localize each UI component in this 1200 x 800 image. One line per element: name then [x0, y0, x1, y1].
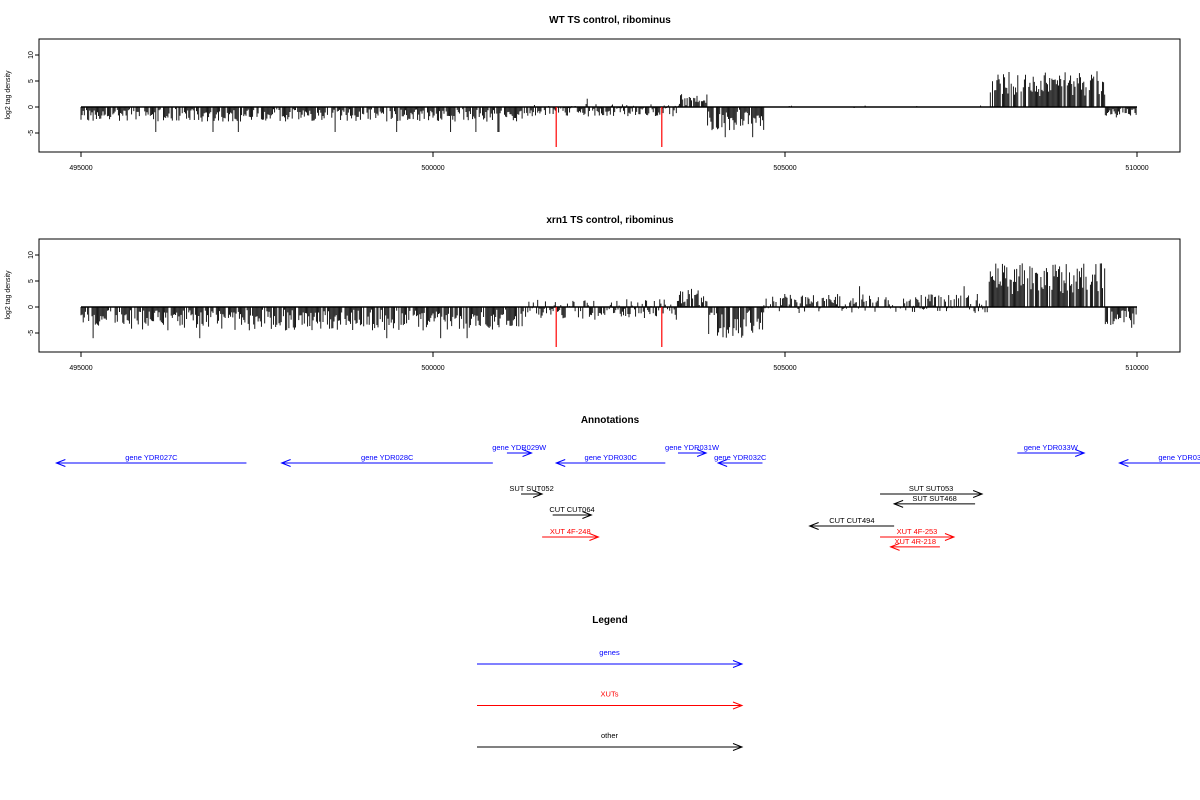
x-axis: 495000 500000 505000 510000 — [69, 152, 1149, 172]
feature-arrowhead — [944, 533, 956, 541]
legend-item-gene: genes — [477, 648, 744, 668]
annotation-gene: gene YDR032C — [714, 453, 767, 467]
annotation-features: gene YDR027C gene YDR028C gene YDR029W gene… — [54, 443, 1200, 551]
feature-arrowhead — [522, 449, 533, 457]
y-tick-label: 5 — [28, 79, 35, 83]
annotation-gene: gene YDR027C — [54, 453, 247, 467]
plot-frame — [38, 38, 1181, 153]
y-tick-label: 0 — [28, 305, 35, 309]
feature-arrowhead — [889, 542, 900, 551]
annotation-gene: gene YDR030C — [554, 453, 666, 467]
annotation-xut: XUT 4R-218 — [889, 537, 940, 551]
position-markers — [555, 107, 663, 147]
x-tick-label: 500000 — [421, 165, 444, 172]
legend-panel: Legend genes XUTs other — [477, 615, 744, 751]
y-tick-label: 0 — [28, 105, 35, 109]
y-axis: 10 5 0 -5 — [28, 251, 39, 336]
feature-label: XUT 4F-248 — [550, 527, 591, 536]
feature-label: gene YDR027C — [125, 453, 178, 462]
x-tick-label: 505000 — [773, 365, 796, 372]
signal-bars — [80, 263, 1137, 339]
y-axis: 10 5 0 -5 — [28, 51, 39, 136]
feature-arrowhead — [696, 449, 708, 457]
legend-title: Legend — [592, 615, 628, 626]
plot-frame — [38, 238, 1181, 353]
x-tick-label: 495000 — [69, 365, 92, 372]
annotation-xut: XUT 4F-253 — [880, 527, 956, 541]
annotation-other: CUT CUT064 — [549, 505, 595, 519]
annotations-title: Annotations — [581, 415, 640, 426]
legend-item-other: other — [477, 731, 744, 751]
x-tick-label: 500000 — [421, 365, 444, 372]
feature-label: gene YDR028C — [361, 453, 414, 462]
position-markers — [555, 307, 663, 347]
annotation-gene: gene YDR034C — [1118, 453, 1200, 467]
annotation-gene: gene YDR031W — [665, 443, 720, 457]
annotation-other: SUT SUT468 — [892, 494, 976, 508]
feature-arrowhead — [972, 490, 984, 498]
feature-arrowhead — [1075, 449, 1086, 457]
legend-arrowhead — [732, 701, 744, 710]
feature-arrowhead — [808, 522, 819, 530]
feature-label: SUT SUT052 — [509, 484, 553, 493]
feature-label: gene YDR033W — [1024, 443, 1079, 452]
feature-label: XUT 4F-253 — [897, 527, 938, 536]
y-axis-label: log2 tag density — [5, 70, 12, 120]
feature-arrowhead — [582, 511, 593, 519]
feature-label: gene YDR030C — [585, 453, 638, 462]
annotation-other: CUT CUT494 — [808, 516, 895, 530]
feature-arrowhead — [532, 490, 544, 498]
annotations-panel: Annotations gene YDR027C gene YDR028Cgene… — [54, 415, 1200, 551]
x-tick-label: 505000 — [773, 165, 796, 172]
feature-arrowhead — [589, 533, 600, 541]
feature-arrowhead — [1118, 459, 1129, 467]
annotation-gene: gene YDR033W — [1017, 443, 1086, 457]
annotation-other: SUT SUT052 — [509, 484, 554, 498]
y-tick-label: -5 — [28, 330, 35, 336]
feature-label: gene YDR031W — [665, 443, 720, 452]
feature-label: CUT CUT064 — [549, 505, 594, 514]
feature-label: SUT SUT053 — [909, 484, 953, 493]
feature-arrowhead — [54, 459, 66, 467]
panel-wt-ts-control: WT TS control, ribominus log2 tag densit… — [5, 15, 1181, 172]
annotation-gene: gene YDR028C — [280, 453, 493, 467]
y-axis-label: log2 tag density — [5, 270, 12, 320]
annotation-gene: gene YDR029W — [492, 443, 547, 457]
legend-items: genes XUTs other — [477, 648, 744, 751]
panel-xrn1-ts-control: xrn1 TS control, ribominus log2 tag dens… — [5, 215, 1181, 372]
y-tick-label: 10 — [28, 251, 35, 259]
x-tick-label: 510000 — [1125, 365, 1148, 372]
legend-label: XUTs — [601, 690, 619, 699]
feature-arrowhead — [716, 459, 728, 467]
y-tick-label: 10 — [28, 51, 35, 59]
feature-label: SUT SUT468 — [912, 494, 956, 503]
x-tick-label: 495000 — [69, 165, 92, 172]
annotation-other: SUT SUT053 — [880, 484, 984, 498]
legend-label: other — [601, 731, 619, 740]
feature-label: gene YDR029W — [492, 443, 547, 452]
y-tick-label: 5 — [28, 279, 35, 283]
panel-title: xrn1 TS control, ribominus — [546, 215, 674, 226]
feature-label: CUT CUT494 — [829, 516, 874, 525]
legend-arrowhead — [732, 743, 744, 751]
feature-label: XUT 4R-218 — [894, 537, 936, 546]
feature-arrowhead — [554, 459, 566, 467]
x-axis: 495000 500000 505000 510000 — [69, 352, 1149, 372]
feature-label: gene YDR032C — [714, 453, 767, 462]
feature-arrowhead — [892, 499, 904, 508]
legend-item-xut: XUTs — [477, 690, 744, 710]
annotation-xut: XUT 4F-248 — [542, 527, 600, 541]
feature-label: gene YDR034C — [1158, 453, 1200, 462]
legend-arrowhead — [732, 660, 744, 668]
feature-arrowhead — [280, 459, 291, 467]
y-tick-label: -5 — [28, 130, 35, 136]
legend-label: genes — [599, 648, 620, 657]
x-tick-label: 510000 — [1125, 165, 1148, 172]
panel-title: WT TS control, ribominus — [549, 15, 671, 26]
signal-bars — [80, 71, 1137, 138]
